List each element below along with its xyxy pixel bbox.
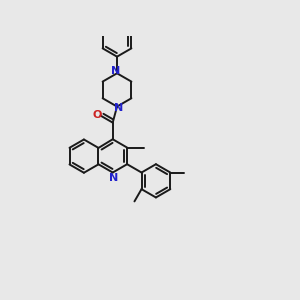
Text: N: N [111,66,121,76]
Text: O: O [92,110,101,120]
Text: N: N [113,103,123,113]
Text: N: N [109,172,118,183]
